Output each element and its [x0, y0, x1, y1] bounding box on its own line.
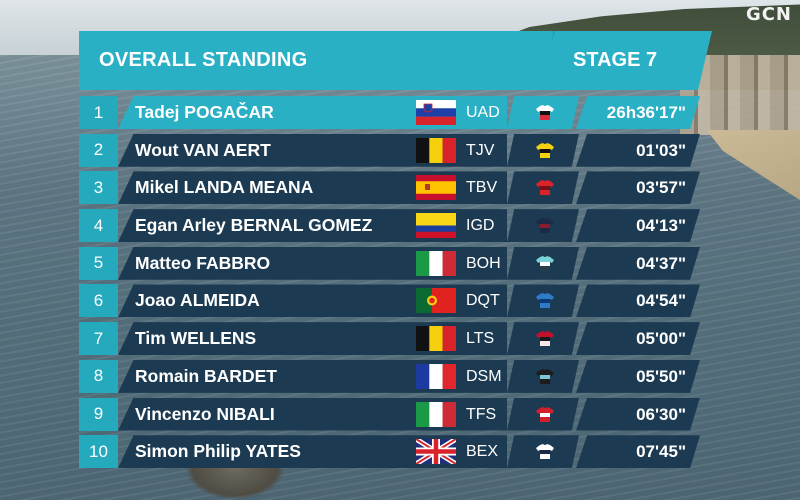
- team-code: BOH: [466, 254, 501, 272]
- italy-flag-icon: [416, 250, 456, 276]
- standings-title: OVERALL STANDING: [99, 49, 308, 71]
- team-jersey-icon: [536, 142, 554, 158]
- standings-row-4: 4 Egan Arley BERNAL GOMEZ IGD 04'13": [79, 209, 709, 243]
- gc-time: 07'45": [636, 442, 686, 462]
- team-code: DQT: [466, 292, 500, 310]
- team-code: TJV: [466, 141, 495, 159]
- gc-time: 04'54": [636, 291, 686, 311]
- rider-name: Simon Philip YATES: [135, 441, 301, 462]
- rider-name: Romain BARDET: [135, 365, 277, 386]
- team-code: DSM: [466, 367, 502, 385]
- stage-label: STAGE 7: [573, 49, 658, 71]
- standings-row-6: 6 Joao ALMEIDA DQT 04'54": [79, 284, 709, 318]
- team-jersey-icon: [536, 331, 554, 347]
- rider-name: Tadej POGAČAR: [135, 102, 274, 122]
- united-kingdom-flag-icon: [416, 439, 456, 465]
- team-code: BEX: [466, 443, 499, 461]
- rank-position: 4: [79, 209, 118, 243]
- belgium-flag-icon: [416, 137, 456, 163]
- standings-row-1: 1 Tadej POGAČAR UAD 26h36'17": [79, 96, 709, 129]
- gc-time: 05'00": [636, 329, 686, 349]
- team-jersey-icon: [536, 218, 554, 234]
- portugal-flag-icon: [416, 288, 456, 314]
- rank-position: 5: [79, 246, 118, 280]
- broadcaster-logo: GCN: [745, 4, 792, 25]
- gc-time: 04'37": [636, 253, 686, 273]
- rank-position: 8: [79, 359, 118, 393]
- rank-position: 7: [79, 322, 118, 356]
- standings-row-8: 8 Romain BARDET DSM 05'50": [79, 359, 709, 393]
- gc-time: 03'57": [636, 178, 686, 198]
- rank-position: 1: [79, 96, 118, 129]
- team-code: LTS: [466, 330, 495, 348]
- spain-flag-icon: [416, 175, 456, 201]
- team-code: TFS: [466, 405, 497, 423]
- team-jersey-icon: [536, 180, 554, 196]
- standings-row-10: 10 Simon Philip YATES BEX 07'45": [79, 435, 709, 469]
- team-jersey-icon: [536, 406, 554, 422]
- team-jersey-icon: [536, 255, 554, 271]
- italy-flag-icon: [416, 401, 456, 427]
- rank-position: 2: [79, 133, 118, 167]
- rider-name: Mikel LANDA MEANA: [135, 177, 314, 198]
- rider-name: Joao ALMEIDA: [135, 290, 260, 311]
- standings-row-3: 3 Mikel LANDA MEANA TBV 03'57": [79, 171, 709, 205]
- slovenia-flag-icon: [416, 100, 456, 125]
- standings-row-2: 2 Wout VAN AERT TJV 01'03": [79, 133, 709, 167]
- rank-position: 10: [79, 435, 118, 469]
- rank-position: 9: [79, 397, 118, 431]
- colombia-flag-icon: [416, 213, 456, 239]
- team-code: IGD: [466, 217, 495, 235]
- gc-time: 04'13": [636, 216, 686, 236]
- team-code: UAD: [466, 104, 500, 121]
- gc-time: 05'50": [636, 366, 686, 386]
- rider-name: Vincenzo NIBALI: [135, 403, 275, 424]
- gc-time: 06'30": [636, 404, 686, 424]
- gc-time: 01'03": [636, 140, 686, 160]
- team-jersey-icon: [536, 105, 554, 120]
- rank-position: 3: [79, 171, 118, 205]
- france-flag-icon: [416, 363, 456, 389]
- standings-header: OVERALL STANDING STAGE 7: [79, 31, 712, 90]
- team-jersey-icon: [536, 444, 554, 460]
- team-code: TBV: [466, 179, 498, 197]
- belgium-flag-icon: [416, 326, 456, 352]
- rider-name: Tim WELLENS: [135, 328, 257, 349]
- rider-name: Matteo FABBRO: [135, 252, 271, 273]
- standings-row-7: 7 Tim WELLENS LTS 05'00": [79, 322, 709, 356]
- rider-name: Wout VAN AERT: [135, 139, 271, 160]
- standings-row-9: 9 Vincenzo NIBALI TFS 06'30": [79, 397, 709, 431]
- team-jersey-icon: [536, 293, 554, 309]
- standings-table: 1 Tadej POGAČAR UAD 26h36'17" 2 Wout VAN…: [79, 96, 709, 473]
- team-jersey-icon: [536, 368, 554, 384]
- rank-position: 6: [79, 284, 118, 318]
- rider-name: Egan Arley BERNAL GOMEZ: [135, 215, 373, 236]
- standings-row-5: 5 Matteo FABBRO BOH 04'37": [79, 246, 709, 280]
- gc-time: 26h36'17": [606, 103, 686, 122]
